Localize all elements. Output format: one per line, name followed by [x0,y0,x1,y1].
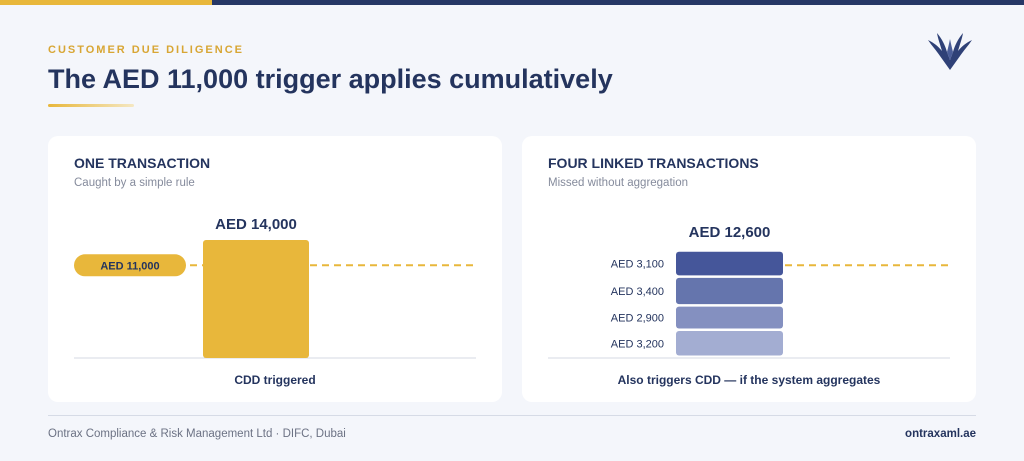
bar-segment-1 [676,331,783,356]
bar-single-transaction [203,240,309,358]
card-one-transaction: ONE TRANSACTION Caught by a simple rule … [48,136,502,402]
card-subtitle: Caught by a simple rule [74,177,195,189]
chart-one-transaction: AED 14,000 AED 11,000 [74,216,476,359]
section-eyebrow: CUSTOMER DUE DILIGENCE [48,44,244,56]
footer-website[interactable]: ontraxaml.ae [905,428,976,440]
segment-label-1: AED 3,200 [611,338,664,350]
bar-segment-4 [676,251,783,276]
card-title: FOUR LINKED TRANSACTIONS [548,155,759,171]
card-caption: Also triggers CDD — if the system aggreg… [617,373,881,387]
top-accent-bar-gold [0,0,212,5]
page-title: The AED 11,000 trigger applies cumulativ… [48,64,613,94]
title-underline [48,104,134,107]
threshold-pill [74,254,186,277]
card-subtitle: Missed without aggregation [548,177,688,189]
segment-label-4: AED 3,100 [611,259,664,271]
footer-divider [48,415,976,416]
card-title: ONE TRANSACTION [74,155,211,171]
bar-segment-2 [676,306,783,329]
segment-label-3: AED 3,400 [611,286,664,298]
bar-total-label: AED 12,600 [689,224,771,241]
card-four-linked-transactions: FOUR LINKED TRANSACTIONS Missed without … [522,136,976,402]
card-caption: CDD triggered [234,373,316,387]
threshold-label: AED 11,000 [100,260,159,272]
segment-label-2: AED 2,900 [611,313,664,325]
company-logo-icon [928,33,972,70]
top-accent-bar-navy [212,0,1024,5]
bar-total-label: AED 14,000 [215,216,297,233]
chart-four-linked-transactions: AED 3,200 AED 2,900 AED 3,400 AED 3,100 AED … [548,224,950,359]
bar-segment-3 [676,277,783,305]
footer-company: Ontrax Compliance & Risk Management Ltd … [48,428,346,440]
